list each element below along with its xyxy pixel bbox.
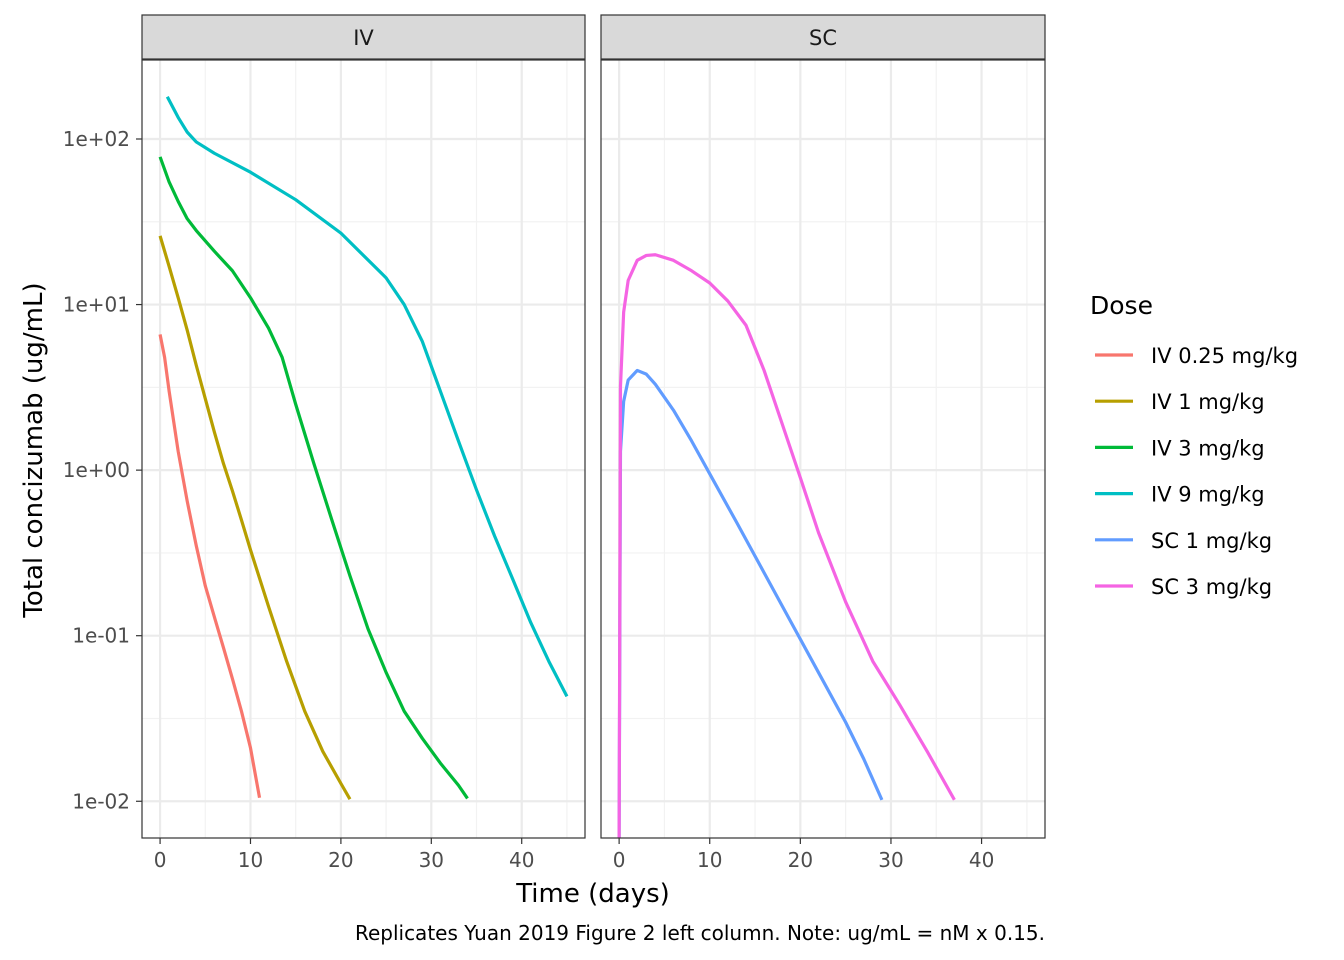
legend-label: IV 0.25 mg/kg — [1151, 344, 1298, 368]
x-tick-label: 40 — [509, 848, 534, 872]
x-axis-iv: 0 10 20 30 40 — [154, 838, 534, 872]
x-tick-label: 10 — [697, 848, 722, 872]
panel-background — [142, 60, 585, 838]
x-tick-label: 20 — [788, 848, 813, 872]
facet-label-sc: SC — [809, 26, 837, 50]
y-tick-label: 1e+00 — [63, 458, 130, 482]
panel-background — [601, 60, 1045, 838]
x-tick-label: 0 — [613, 848, 626, 872]
x-tick-label: 40 — [969, 848, 994, 872]
legend-item: IV 9 mg/kg — [1095, 483, 1265, 507]
x-tick-label: 20 — [328, 848, 353, 872]
y-tick-label: 1e+01 — [63, 293, 130, 317]
legend-label: IV 3 mg/kg — [1151, 436, 1265, 460]
panel-border — [141, 59, 586, 839]
legend-label: SC 1 mg/kg — [1151, 529, 1272, 553]
series-line-iv-3-mg-kg — [158, 156, 469, 800]
legend-item: SC 3 mg/kg — [1095, 575, 1272, 599]
y-tick-label: 1e-02 — [72, 789, 130, 813]
series-line-iv-9-mg-kg — [165, 95, 569, 698]
legend: Dose IV 0.25 mg/kg IV 1 mg/kg IV 3 mg/kg IV… — [1090, 291, 1298, 599]
y-tick-label: 1e+02 — [63, 127, 130, 151]
y-axis: 1e-02 1e-01 1e+00 1e+01 1e+02 — [63, 127, 142, 813]
x-tick-label: 30 — [878, 848, 903, 872]
y-tick-label: 1e-01 — [72, 624, 130, 648]
legend-label: IV 1 mg/kg — [1151, 390, 1265, 414]
series-line-sc-1-mg-kg — [617, 368, 884, 838]
legend-title: Dose — [1090, 291, 1153, 320]
y-axis-title: Total concizumab (ug/mL) — [19, 282, 49, 618]
series-line-iv-0-25-mg-kg — [158, 334, 262, 799]
legend-item: IV 0.25 mg/kg — [1095, 344, 1298, 368]
x-axis-sc: 0 10 20 30 40 — [613, 838, 994, 872]
series-line-sc-3-mg-kg — [617, 253, 956, 838]
legend-item: SC 1 mg/kg — [1095, 529, 1272, 553]
facet-label-iv: IV — [353, 26, 374, 50]
series-line-iv-1-mg-kg — [158, 235, 352, 800]
legend-item: IV 3 mg/kg — [1095, 436, 1265, 460]
panel-sc — [600, 59, 1046, 839]
panel-border — [600, 59, 1046, 839]
facet-strip-iv: IV — [141, 14, 586, 60]
legend-item: IV 1 mg/kg — [1095, 390, 1265, 414]
legend-label: IV 9 mg/kg — [1151, 483, 1265, 507]
facet-strip-sc: SC — [600, 14, 1046, 60]
chart-caption: Replicates Yuan 2019 Figure 2 left colum… — [355, 921, 1045, 945]
x-tick-label: 0 — [154, 848, 167, 872]
x-tick-label: 10 — [238, 848, 263, 872]
legend-label: SC 3 mg/kg — [1151, 575, 1272, 599]
panel-iv — [141, 59, 586, 839]
x-axis-title: Time (days) — [515, 879, 670, 909]
x-tick-label: 30 — [419, 848, 444, 872]
